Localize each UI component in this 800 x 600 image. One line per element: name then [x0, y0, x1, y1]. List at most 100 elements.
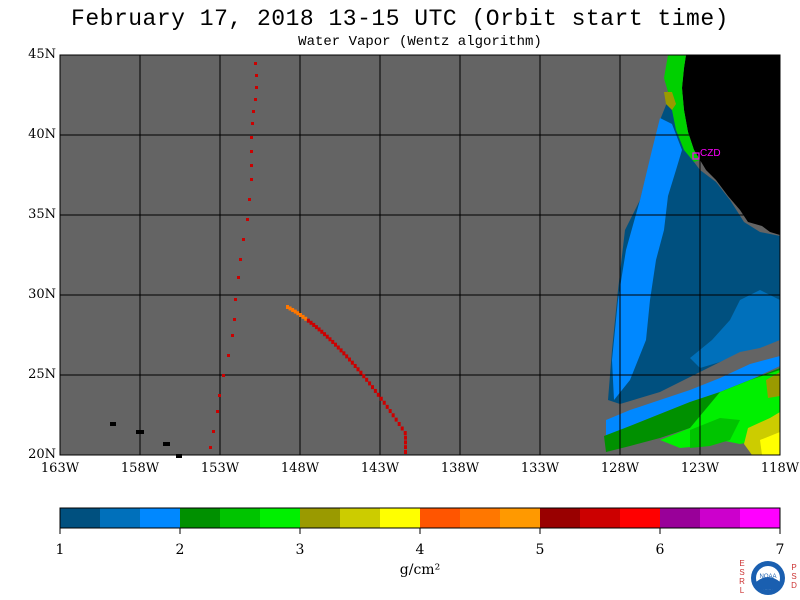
orbit-track-point: [233, 318, 236, 321]
colorbar-swatch: [460, 508, 501, 528]
longitude-label: 118W: [760, 461, 800, 476]
colorbar-tick-label: 1: [55, 542, 65, 558]
colorbar-swatch: [100, 508, 141, 528]
orbit-track-point: [306, 318, 310, 323]
orbit-track-point: [254, 62, 257, 65]
orbit-track-point: [301, 314, 305, 319]
colorbar-swatch: [260, 508, 301, 528]
latitude-label: 35N: [28, 207, 56, 222]
island: [136, 430, 144, 434]
island: [163, 442, 170, 446]
orbit-track-point: [255, 74, 258, 77]
orbit-track-point: [250, 164, 253, 167]
orbit-track-point: [227, 354, 230, 357]
island: [110, 422, 116, 426]
colorbar: [59, 507, 781, 534]
colorbar-swatch: [300, 508, 341, 528]
orbit-track-point: [212, 430, 215, 433]
orbit-track-point: [252, 110, 255, 113]
colorbar-swatch: [540, 508, 581, 528]
longitude-label: 153W: [200, 461, 240, 476]
land-mass: [682, 55, 780, 235]
colorbar-swatch: [60, 508, 101, 528]
orbit-track-point: [339, 348, 343, 353]
colorbar-swatch: [660, 508, 701, 528]
orbit-track-point: [350, 360, 354, 365]
logo-letter: S: [739, 568, 744, 577]
satellite-swath-data: [604, 100, 780, 455]
latitude-label: 45N: [28, 47, 56, 62]
orbit-track-point: [379, 396, 383, 401]
water-vapor-region: [766, 372, 780, 398]
colorbar-swatch: [500, 508, 541, 528]
orbit-track-point: [293, 309, 297, 314]
orbit-track-point: [385, 404, 389, 409]
orbit-track-point: [328, 337, 332, 342]
orbit-track-point: [376, 392, 380, 397]
orbit-track-point: [234, 298, 237, 301]
latitude-label: 25N: [28, 367, 56, 382]
orbit-track-point: [304, 316, 308, 321]
orbit-track-point: [388, 409, 392, 414]
longitude-label: 128W: [600, 461, 640, 476]
orbit-track-point: [286, 305, 289, 309]
orbit-track-point: [353, 363, 357, 368]
orbit-track-point: [400, 426, 404, 431]
orbit-track-point: [331, 339, 335, 344]
orbit-track-point: [368, 381, 372, 386]
orbit-track-point: [397, 422, 401, 427]
colorbar-unit: g/cm²: [399, 562, 441, 578]
logo-letter: D: [791, 581, 797, 590]
station-marker: CZD: [692, 148, 721, 160]
orbit-track-point: [325, 334, 329, 339]
orbit-track-point: [298, 313, 302, 318]
orbit-track-point: [356, 367, 360, 372]
orbit-track-point: [246, 218, 249, 221]
colorbar-swatch: [380, 508, 421, 528]
longitude-label: 163W: [40, 461, 80, 476]
orbit-track-point: [404, 445, 407, 450]
longitude-label: 148W: [280, 461, 320, 476]
orbit-track-point: [320, 329, 324, 334]
orbit-track-point: [403, 431, 407, 436]
orbit-track-point: [404, 440, 407, 445]
water-vapor-region: [612, 118, 682, 400]
orbit-track-point: [237, 276, 240, 279]
colorbar-swatch: [340, 508, 381, 528]
orbit-track-point: [394, 417, 398, 422]
logo-letter: P: [791, 563, 796, 572]
island: [176, 454, 182, 458]
water-vapor-region: [606, 356, 780, 436]
orbit-track-point: [309, 320, 313, 325]
latitude-label: 20N: [28, 447, 56, 462]
latitude-label: 40N: [28, 127, 56, 142]
orbit-track-point: [323, 332, 327, 337]
orbit-track-point: [231, 334, 234, 337]
orbit-track-point: [254, 98, 257, 101]
orbit-track-point: [404, 450, 407, 454]
orbit-track-point: [391, 413, 395, 418]
orbit-track-point: [317, 327, 321, 332]
water-vapor-region: [760, 432, 780, 455]
orbit-track-point: [250, 136, 253, 139]
orbit-track-point: [222, 374, 225, 377]
longitude-label: 138W: [440, 461, 480, 476]
map-title: February 17, 2018 13-15 UTC (Orbit start…: [71, 6, 729, 32]
logo-text: NOAA: [759, 574, 776, 580]
orbit-track-point: [336, 345, 340, 350]
orbit-track-point: [342, 351, 346, 356]
orbit-track-point: [239, 258, 242, 261]
orbit-track-point: [373, 388, 377, 393]
orbit-track-point: [218, 394, 221, 397]
orbit-track-point: [255, 86, 258, 89]
orbit-track-point: [382, 400, 386, 405]
orbit-track-point: [362, 374, 366, 379]
longitude-label: 143W: [360, 461, 400, 476]
orbit-track-point: [370, 385, 374, 390]
colorbar-tick-label: 5: [535, 542, 545, 558]
latitude-label: 30N: [28, 287, 56, 302]
orbit-track-point: [365, 377, 369, 382]
colorbar-swatch: [740, 508, 781, 528]
logo-letter: L: [740, 586, 745, 595]
